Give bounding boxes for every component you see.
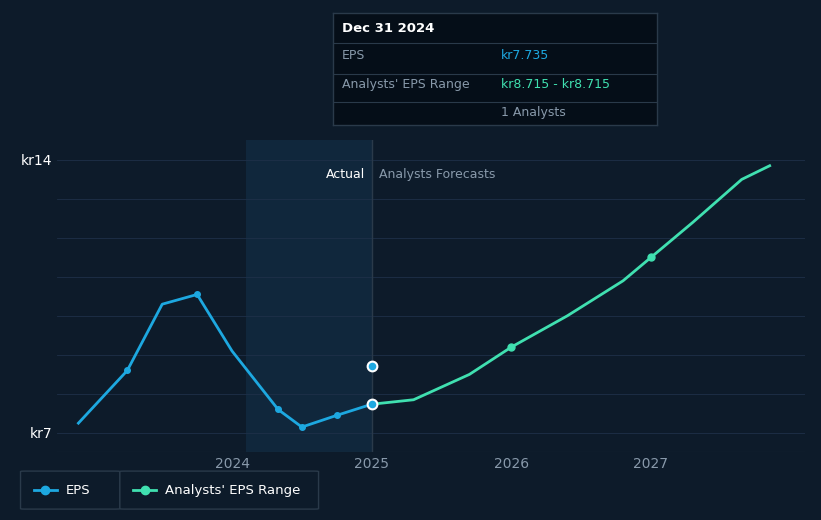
Text: EPS: EPS — [342, 49, 365, 62]
Text: EPS: EPS — [66, 484, 90, 497]
Text: kr8.715 - kr8.715: kr8.715 - kr8.715 — [501, 78, 610, 91]
FancyBboxPatch shape — [21, 471, 120, 509]
Text: kr7.735: kr7.735 — [501, 49, 549, 62]
Text: Analysts' EPS Range: Analysts' EPS Range — [342, 78, 470, 91]
Text: Dec 31 2024: Dec 31 2024 — [342, 22, 434, 35]
Text: Analysts Forecasts: Analysts Forecasts — [378, 167, 495, 180]
Text: Analysts' EPS Range: Analysts' EPS Range — [165, 484, 300, 497]
Bar — [246, 140, 372, 452]
Text: 1 Analysts: 1 Analysts — [501, 106, 566, 119]
Text: Actual: Actual — [325, 167, 365, 180]
FancyBboxPatch shape — [120, 471, 319, 509]
